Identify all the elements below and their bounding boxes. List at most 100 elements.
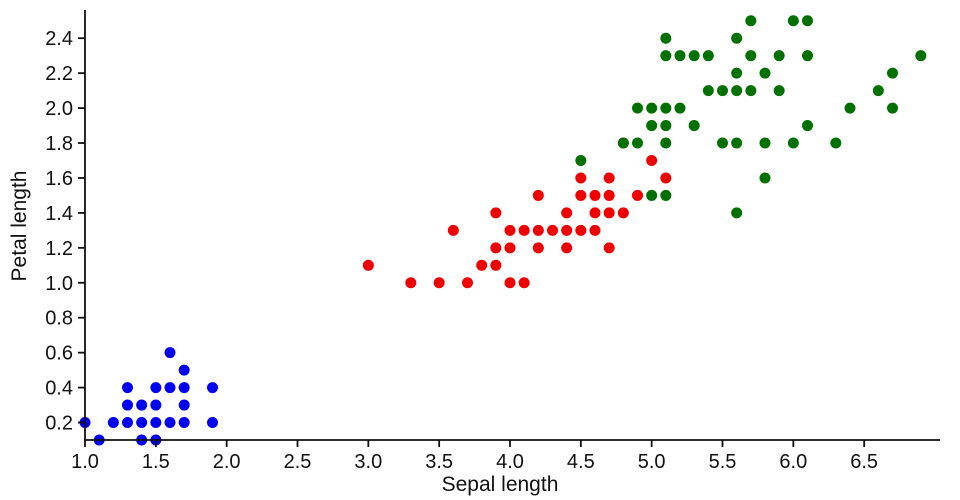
data-point (674, 102, 686, 114)
y-tick-label: 1.2 (45, 238, 73, 260)
data-point (802, 50, 813, 62)
data-point (660, 172, 672, 184)
data-point (731, 32, 743, 44)
data-point (660, 32, 672, 44)
data-point (178, 364, 190, 376)
data-point (731, 207, 743, 219)
data-point (646, 102, 658, 114)
data-point (603, 207, 615, 219)
y-tick-label: 1.8 (45, 133, 73, 155)
data-point (688, 120, 700, 132)
data-point (178, 382, 190, 394)
x-tick-label: 5.5 (709, 451, 737, 473)
y-tick-label: 0.8 (45, 308, 73, 330)
data-point (674, 50, 686, 62)
y-tick-label: 2.4 (45, 28, 73, 50)
data-point (575, 224, 587, 236)
data-point (887, 102, 898, 114)
data-point (702, 85, 714, 97)
data-point (589, 189, 601, 201)
data-point (802, 15, 813, 27)
data-point (773, 50, 785, 62)
data-point (632, 189, 643, 201)
x-tick-label: 6.0 (779, 451, 807, 473)
data-point (575, 172, 587, 184)
data-point (504, 277, 516, 289)
data-point (773, 85, 785, 97)
y-tick-label: 0.6 (45, 343, 73, 365)
x-tick-label: 2.0 (213, 451, 241, 473)
data-point (646, 120, 658, 132)
data-point (532, 189, 544, 201)
data-point (731, 85, 743, 97)
axes-layer (78, 10, 940, 447)
data-point (362, 259, 374, 271)
y-tick-label: 2.0 (45, 98, 73, 120)
data-point (731, 137, 743, 149)
data-point (405, 277, 417, 289)
data-point (136, 417, 148, 429)
data-point (617, 207, 629, 219)
data-point (589, 207, 601, 219)
data-point (759, 67, 771, 79)
data-point (164, 417, 176, 429)
data-point (561, 242, 573, 254)
data-point (575, 189, 587, 201)
data-point (717, 85, 728, 97)
data-point (122, 417, 133, 429)
data-point (447, 224, 459, 236)
data-point (150, 417, 162, 429)
data-point (646, 189, 658, 201)
data-point (107, 417, 119, 429)
data-point (476, 259, 488, 271)
data-point (802, 120, 813, 132)
data-point (207, 382, 218, 394)
y-tick-label: 1.6 (45, 168, 73, 190)
data-point (603, 172, 615, 184)
data-point (702, 50, 714, 62)
data-point (150, 382, 162, 394)
y-tick-label: 1.4 (45, 203, 73, 225)
data-point (490, 259, 502, 271)
y-tick-label: 1.0 (45, 273, 73, 295)
data-point (178, 417, 190, 429)
data-point (745, 50, 757, 62)
data-point (745, 15, 757, 27)
data-point (632, 137, 643, 149)
data-point (122, 382, 133, 394)
data-point (660, 102, 672, 114)
data-point (617, 137, 629, 149)
data-point (759, 172, 771, 184)
y-axis-label: Petal length (8, 171, 31, 282)
data-point (532, 224, 544, 236)
x-tick-label: 6.5 (850, 451, 878, 473)
data-point (164, 382, 176, 394)
data-point (136, 399, 148, 411)
x-tick-label: 5.0 (638, 451, 666, 473)
data-point (490, 242, 502, 254)
data-point (872, 85, 884, 97)
data-point (207, 417, 218, 429)
x-tick-label: 1.0 (71, 451, 99, 473)
x-tick-label: 3.0 (354, 451, 382, 473)
data-point (150, 399, 162, 411)
y-tick-label: 2.2 (45, 63, 73, 85)
data-point (717, 137, 728, 149)
data-point (660, 189, 672, 201)
data-point (660, 120, 672, 132)
x-tick-label: 2.5 (284, 451, 312, 473)
data-point (547, 224, 558, 236)
data-point (603, 242, 615, 254)
x-tick-label: 1.5 (142, 451, 170, 473)
data-point (561, 207, 573, 219)
data-point (745, 85, 757, 97)
x-tick-label: 4.5 (567, 451, 595, 473)
data-point (490, 207, 502, 219)
data-point (462, 277, 473, 289)
data-point (504, 242, 516, 254)
data-point (532, 242, 544, 254)
data-point (164, 347, 176, 359)
data-point (178, 399, 190, 411)
data-point (632, 102, 643, 114)
